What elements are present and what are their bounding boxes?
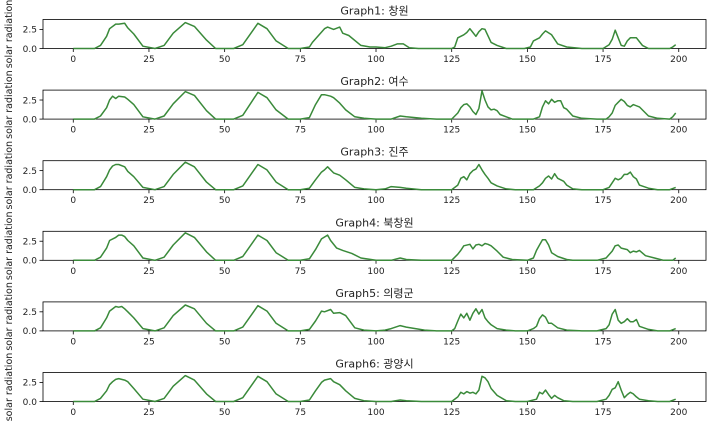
x-tick-label: 50 [219, 408, 231, 418]
y-tick-label: 0.0 [23, 186, 38, 196]
y-tick-label: 2.5 [23, 379, 37, 389]
x-tick-label: 50 [219, 196, 231, 206]
y-tick-label: 0.0 [23, 327, 38, 337]
x-tick-label: 175 [594, 55, 611, 65]
y-tick-label: 2.5 [23, 238, 37, 248]
y-tick-label: 0.0 [23, 398, 38, 408]
x-tick-label: 0 [70, 267, 76, 277]
x-tick-label: 25 [143, 55, 154, 65]
plot-title: Graph2: 여수 [340, 75, 408, 88]
plot-title: Graph4: 북창원 [335, 216, 413, 229]
subplot: Graph2: 여수 solar radiation 0 25 50 75 100 125 15… [4, 70, 707, 139]
x-tick-label: 100 [367, 267, 384, 277]
x-tick-label: 25 [143, 337, 154, 347]
x-tick-label: 175 [594, 408, 611, 418]
subplot: Graph4: 북창원 solar radiation 0 25 50 75 100 125 1… [4, 212, 707, 281]
x-tick-label: 100 [367, 408, 384, 418]
x-tick-label: 100 [367, 196, 384, 206]
plot-frame [42, 89, 707, 120]
x-tick-label: 175 [594, 267, 611, 277]
x-tick-label: 25 [143, 126, 154, 136]
x-tick-label: 0 [70, 337, 76, 347]
x-tick-label: 125 [443, 408, 460, 418]
x-tick-label: 150 [519, 55, 536, 65]
series-line [73, 374, 676, 403]
series-line [73, 232, 677, 262]
x-tick-label: 50 [219, 55, 231, 65]
x-tick-label: 75 [295, 337, 306, 347]
y-tick-label: 0.0 [23, 115, 38, 125]
x-tick-label: 175 [594, 337, 611, 347]
x-tick-label: 150 [519, 408, 536, 418]
x-tick-label: 200 [670, 126, 687, 136]
x-tick-label: 125 [443, 55, 460, 65]
x-tick-label: 200 [670, 337, 687, 347]
plot-title: Graph6: 광양시 [335, 358, 413, 371]
y-tick-label: 2.5 [23, 96, 37, 106]
y-tick-label: 2.5 [23, 26, 37, 36]
plot-frame [42, 372, 707, 402]
y-axis-label: solar radiation [4, 0, 15, 68]
x-tick-label: 200 [670, 408, 687, 418]
x-tick-label: 100 [367, 337, 384, 347]
plot-frame [42, 160, 707, 191]
x-tick-label: 175 [594, 126, 611, 136]
x-tick-label: 125 [443, 126, 460, 136]
y-tick-label: 0.0 [23, 45, 38, 55]
y-axis-label: solar radiation [4, 282, 15, 351]
x-tick-label: 100 [367, 55, 384, 65]
x-tick-label: 50 [219, 126, 231, 136]
subplot: Graph3: 진주 solar radiation 0 25 50 75 100 125 15… [4, 141, 707, 210]
x-tick-label: 25 [143, 196, 154, 206]
x-tick-label: 150 [519, 337, 536, 347]
plot-frame [42, 301, 707, 332]
plot-frame [42, 19, 707, 49]
y-axis-label: solar radiation [4, 70, 15, 139]
x-tick-label: 150 [519, 196, 536, 206]
y-axis-label: solar radiation [4, 353, 15, 422]
x-tick-label: 25 [143, 267, 154, 277]
x-tick-label: 75 [295, 267, 306, 277]
plot-title: Graph5: 의령군 [335, 287, 413, 300]
series-line [73, 161, 676, 191]
subplot: Graph6: 광양시 solar radiation 0 25 50 75 100 125 1… [4, 353, 707, 422]
plot-frame [42, 230, 707, 261]
x-tick-label: 150 [519, 267, 536, 277]
x-tick-label: 50 [219, 267, 231, 277]
y-axis-label: solar radiation [4, 141, 15, 210]
x-tick-label: 125 [443, 337, 460, 347]
subplot: Graph5: 의령군 solar radiation 0 25 50 75 100 125 1… [4, 282, 707, 351]
x-tick-label: 0 [70, 126, 76, 136]
x-tick-label: 125 [443, 267, 460, 277]
series-line [73, 21, 677, 50]
x-tick-label: 150 [519, 126, 536, 136]
plot-title: Graph3: 진주 [340, 146, 408, 159]
x-tick-label: 175 [594, 196, 611, 206]
x-tick-label: 75 [295, 196, 306, 206]
x-tick-label: 25 [143, 408, 154, 418]
x-tick-label: 200 [670, 196, 687, 206]
x-tick-label: 0 [70, 408, 76, 418]
x-tick-label: 75 [295, 126, 306, 136]
x-tick-label: 200 [670, 267, 687, 277]
x-tick-label: 100 [367, 126, 384, 136]
x-tick-label: 200 [670, 55, 687, 65]
x-tick-label: 0 [70, 55, 76, 65]
series-line [73, 304, 676, 332]
x-tick-label: 125 [443, 196, 460, 206]
y-tick-label: 2.5 [23, 308, 37, 318]
subplot: Graph1: 창원 solar radiation 0 25 50 75 100 125 15… [4, 0, 707, 68]
x-tick-label: 0 [70, 196, 76, 206]
x-tick-label: 75 [295, 408, 306, 418]
series-line [73, 90, 677, 120]
y-axis-label: solar radiation [4, 212, 15, 281]
x-tick-label: 75 [295, 55, 306, 65]
plot-title: Graph1: 창원 [340, 5, 408, 18]
y-tick-label: 2.5 [23, 167, 37, 177]
x-tick-label: 50 [219, 337, 231, 347]
y-tick-label: 0.0 [23, 257, 38, 267]
